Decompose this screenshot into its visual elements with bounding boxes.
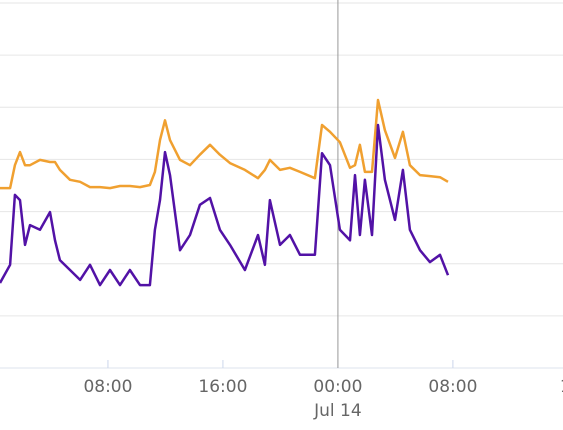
x-tick-label: 00:00 <box>313 377 362 397</box>
line-series <box>0 98 449 190</box>
line-series <box>0 123 450 287</box>
x-tick-label: 08:00 <box>83 377 132 397</box>
date-label: Jul 14 <box>313 401 362 421</box>
x-tick-label: 08:00 <box>428 377 477 397</box>
x-tick-label: 16:00 <box>198 377 247 397</box>
x-tick-label: 1 <box>560 377 563 397</box>
